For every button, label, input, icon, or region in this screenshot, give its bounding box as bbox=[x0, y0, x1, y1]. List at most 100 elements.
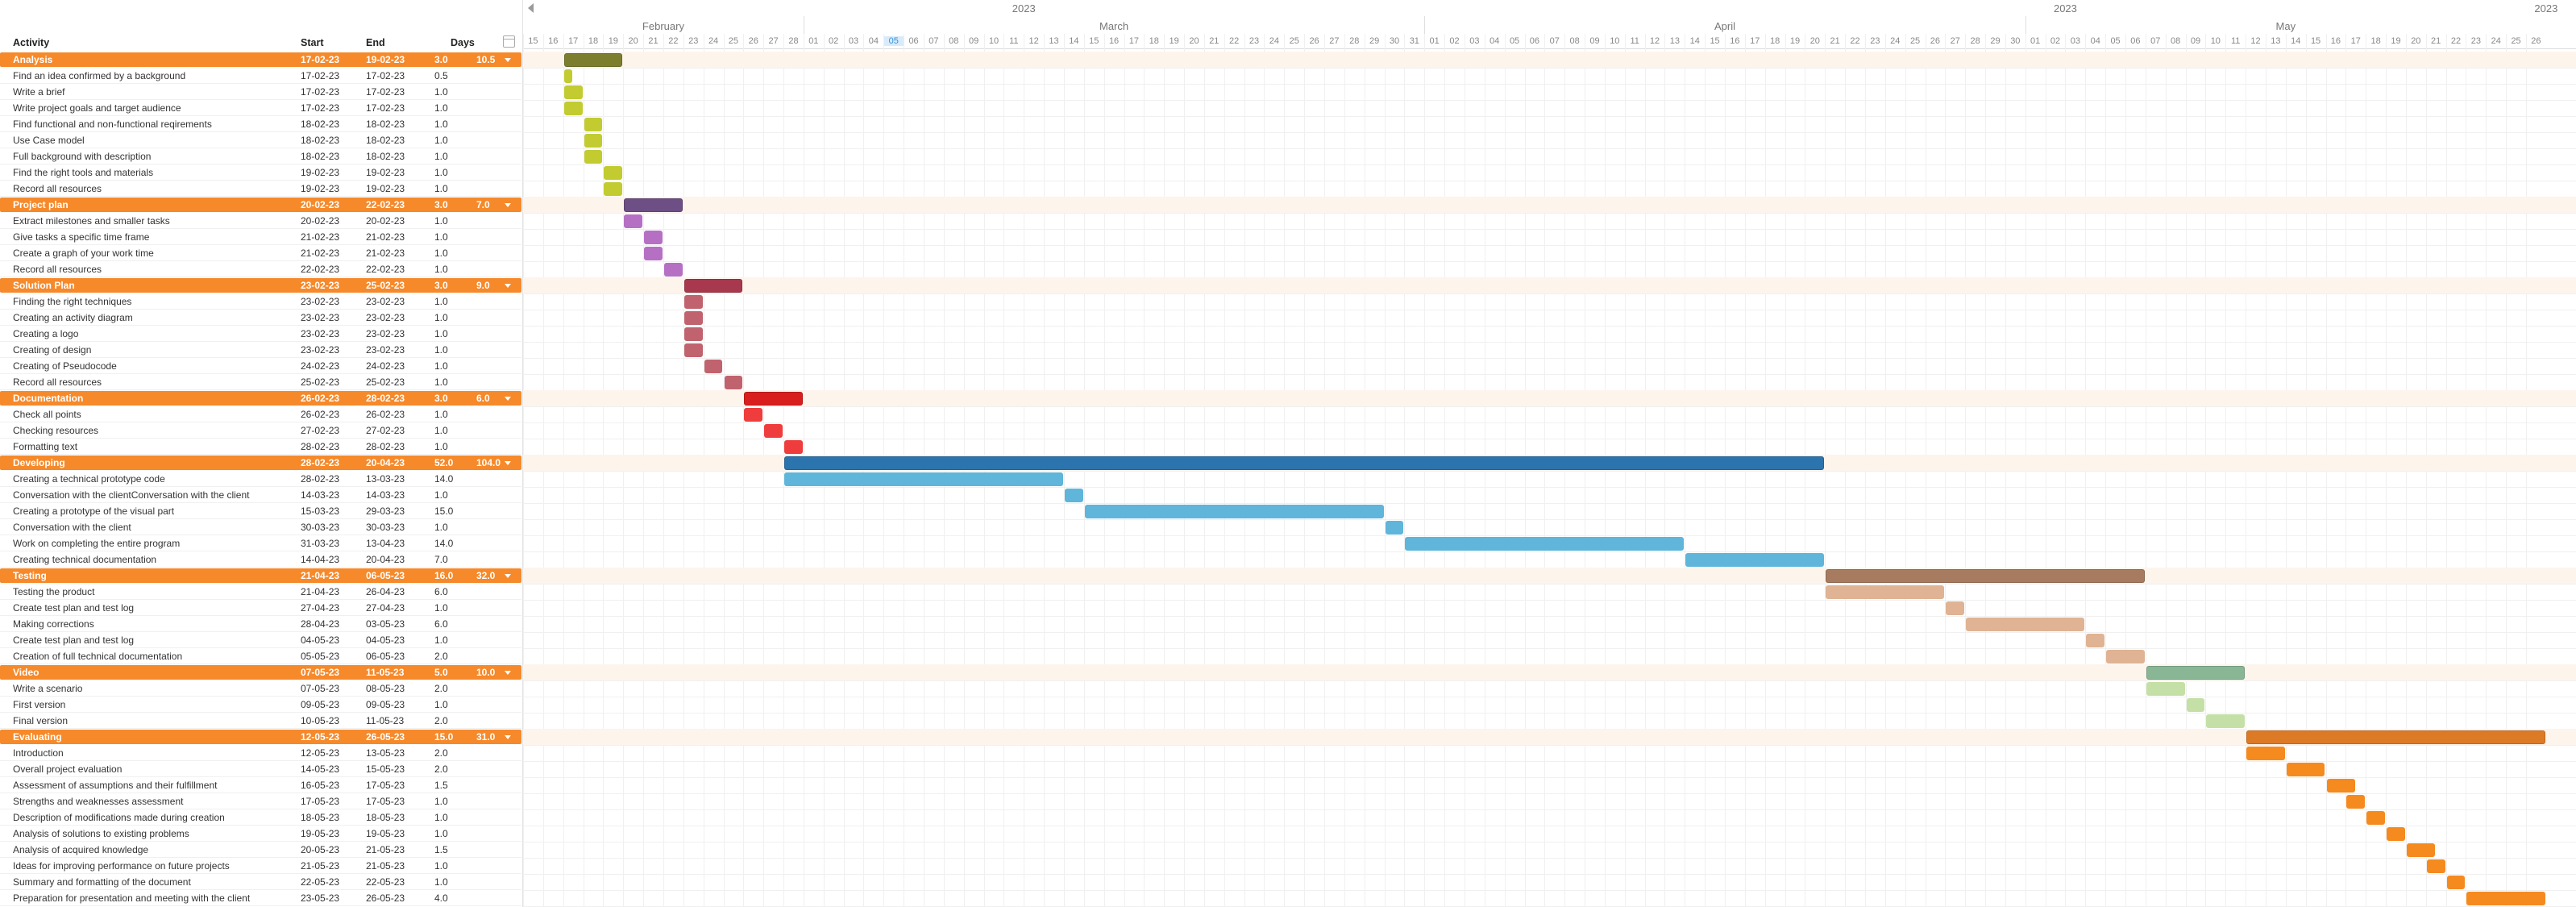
task-row[interactable]: Creating a logo 23-02-23 23-02-23 1.0 bbox=[0, 326, 521, 342]
task-bar[interactable] bbox=[2186, 698, 2205, 712]
task-bar[interactable] bbox=[1385, 521, 1404, 535]
task-bar[interactable] bbox=[2466, 892, 2545, 905]
task-bar[interactable] bbox=[683, 327, 703, 341]
task-row[interactable]: Creating of design 23-02-23 23-02-23 1.0 bbox=[0, 342, 521, 358]
collapse-caret-icon[interactable] bbox=[505, 284, 511, 288]
task-row[interactable]: Creating technical documentation 14-04-23… bbox=[0, 551, 521, 568]
task-row[interactable]: Record all resources 19-02-23 19-02-23 1.0 bbox=[0, 181, 521, 197]
group-row[interactable]: Documentation 26-02-23 28-02-23 3.0 6.0 bbox=[0, 391, 521, 406]
task-bar[interactable] bbox=[784, 472, 1063, 486]
task-bar[interactable] bbox=[724, 376, 743, 389]
group-bar[interactable] bbox=[563, 53, 623, 67]
group-row[interactable]: Testing 21-04-23 06-05-23 16.0 32.0 bbox=[0, 568, 521, 583]
collapse-caret-icon[interactable] bbox=[505, 203, 511, 207]
task-bar[interactable] bbox=[683, 295, 703, 309]
task-row[interactable]: Check all points 26-02-23 26-02-23 1.0 bbox=[0, 406, 521, 422]
group-row[interactable]: Solution Plan 23-02-23 25-02-23 3.0 9.0 bbox=[0, 278, 521, 293]
group-bar[interactable] bbox=[1826, 569, 2145, 583]
task-row[interactable]: Creating a technical prototype code 28-02… bbox=[0, 471, 521, 487]
task-row[interactable]: Creation of full technical documentation… bbox=[0, 648, 521, 664]
task-row[interactable]: Testing the product 21-04-23 26-04-23 6.0 bbox=[0, 584, 521, 600]
task-row[interactable]: Description of modifications made during… bbox=[0, 809, 521, 826]
task-row[interactable]: Create test plan and test log 27-04-23 27-… bbox=[0, 600, 521, 616]
task-bar[interactable] bbox=[584, 118, 603, 131]
group-bar[interactable] bbox=[624, 198, 683, 212]
group-bar[interactable] bbox=[683, 279, 743, 293]
task-bar[interactable] bbox=[663, 263, 683, 277]
task-row[interactable]: Extract milestones and smaller tasks 20-0… bbox=[0, 213, 521, 229]
task-row[interactable]: Formatting text 28-02-23 28-02-23 1.0 bbox=[0, 439, 521, 455]
task-bar[interactable] bbox=[744, 408, 763, 422]
group-bar[interactable] bbox=[2146, 666, 2246, 680]
group-row[interactable]: Developing 28-02-23 20-04-23 52.0 104.0 bbox=[0, 456, 521, 470]
task-bar[interactable] bbox=[2446, 876, 2466, 889]
collapse-caret-icon[interactable] bbox=[505, 58, 511, 62]
task-bar[interactable] bbox=[1064, 489, 1083, 502]
task-row[interactable]: Write a scenario 07-05-23 08-05-23 2.0 bbox=[0, 680, 521, 697]
task-row[interactable]: Use Case model 18-02-23 18-02-23 1.0 bbox=[0, 132, 521, 148]
task-bar[interactable] bbox=[1946, 601, 1965, 615]
task-bar[interactable] bbox=[1685, 553, 1825, 567]
task-row[interactable]: Conversation with the client 30-03-23 30-0… bbox=[0, 519, 521, 535]
task-row[interactable]: Ideas for improving performance on futur… bbox=[0, 858, 521, 874]
collapse-caret-icon[interactable] bbox=[505, 397, 511, 401]
task-row[interactable]: Finding the right techniques 23-02-23 23-0… bbox=[0, 293, 521, 310]
task-row[interactable]: Give tasks a specific time frame 21-02-23… bbox=[0, 229, 521, 245]
task-bar[interactable] bbox=[764, 424, 783, 438]
task-row[interactable]: First version 09-05-23 09-05-23 1.0 bbox=[0, 697, 521, 713]
task-bar[interactable] bbox=[2346, 795, 2366, 809]
task-bar[interactable] bbox=[2366, 811, 2386, 825]
task-row[interactable]: Creating an activity diagram 23-02-23 23-0… bbox=[0, 310, 521, 326]
task-bar[interactable] bbox=[604, 182, 623, 196]
task-bar[interactable] bbox=[2387, 827, 2405, 841]
task-bar[interactable] bbox=[704, 360, 723, 373]
days-column-header[interactable]: Days bbox=[451, 37, 475, 48]
group-bar[interactable] bbox=[744, 392, 803, 406]
gantt-timeline[interactable]: 15 16 17 18 19 20 21 22 23 24 25 26 27 28 01 02 03 04 05 06… bbox=[522, 0, 2576, 907]
task-bar[interactable] bbox=[624, 214, 643, 228]
group-bar[interactable] bbox=[2246, 730, 2545, 744]
task-row[interactable]: Checking resources 27-02-23 27-02-23 1.0 bbox=[0, 422, 521, 439]
collapse-caret-icon[interactable] bbox=[505, 671, 511, 675]
task-bar[interactable] bbox=[2246, 747, 2285, 760]
task-row[interactable]: Preparation for presentation and meeting… bbox=[0, 890, 521, 906]
task-bar[interactable] bbox=[1405, 537, 1685, 551]
task-bar[interactable] bbox=[2106, 650, 2145, 664]
task-row[interactable]: Record all resources 22-02-23 22-02-23 1.0 bbox=[0, 261, 521, 277]
task-bar[interactable] bbox=[1966, 618, 2085, 631]
task-row[interactable]: Conversation with the clientConversation… bbox=[0, 487, 521, 503]
start-column-header[interactable]: Start bbox=[301, 37, 324, 48]
task-row[interactable]: Write a brief 17-02-23 17-02-23 1.0 bbox=[0, 84, 521, 100]
task-bar[interactable] bbox=[563, 85, 583, 99]
group-row[interactable]: Video 07-05-23 11-05-23 5.0 10.0 bbox=[0, 665, 521, 680]
group-bar[interactable] bbox=[784, 456, 1825, 470]
scroll-left-icon[interactable] bbox=[528, 3, 534, 13]
task-row[interactable]: Analysis of acquired knowledge 20-05-23 21… bbox=[0, 842, 521, 858]
task-row[interactable]: Work on completing the entire program 31-… bbox=[0, 535, 521, 551]
task-row[interactable]: Analysis of solutions to existing proble… bbox=[0, 826, 521, 842]
end-column-header[interactable]: End bbox=[366, 37, 385, 48]
task-row[interactable]: Creating a prototype of the visual part 1… bbox=[0, 503, 521, 519]
task-bar[interactable] bbox=[563, 69, 573, 83]
group-row[interactable]: Analysis 17-02-23 19-02-23 3.0 10.5 bbox=[0, 52, 521, 67]
collapse-caret-icon[interactable] bbox=[505, 735, 511, 739]
task-bar[interactable] bbox=[2146, 682, 2185, 696]
task-row[interactable]: Overall project evaluation 14-05-23 15-05-… bbox=[0, 761, 521, 777]
collapse-caret-icon[interactable] bbox=[505, 574, 511, 578]
task-bar[interactable] bbox=[644, 231, 663, 244]
group-row[interactable]: Project plan 20-02-23 22-02-23 3.0 7.0 bbox=[0, 198, 521, 212]
task-bar[interactable] bbox=[584, 150, 603, 164]
task-bar[interactable] bbox=[2326, 779, 2355, 793]
task-bar[interactable] bbox=[604, 166, 623, 180]
task-bar[interactable] bbox=[1826, 585, 1945, 599]
task-bar[interactable] bbox=[2086, 634, 2105, 647]
task-bar[interactable] bbox=[683, 343, 703, 357]
task-bar[interactable] bbox=[1084, 505, 1384, 518]
task-row[interactable]: Full background with description 18-02-23… bbox=[0, 148, 521, 164]
task-row[interactable]: Create a graph of your work time 21-02-23… bbox=[0, 245, 521, 261]
task-row[interactable]: Find the right tools and materials 19-02-… bbox=[0, 164, 521, 181]
task-row[interactable]: Summary and formatting of the document 22… bbox=[0, 874, 521, 890]
task-row[interactable]: Creating of Pseudocode 24-02-23 24-02-23 1.… bbox=[0, 358, 521, 374]
activity-column-header[interactable]: Activity bbox=[13, 37, 50, 48]
task-bar[interactable] bbox=[2206, 714, 2246, 728]
